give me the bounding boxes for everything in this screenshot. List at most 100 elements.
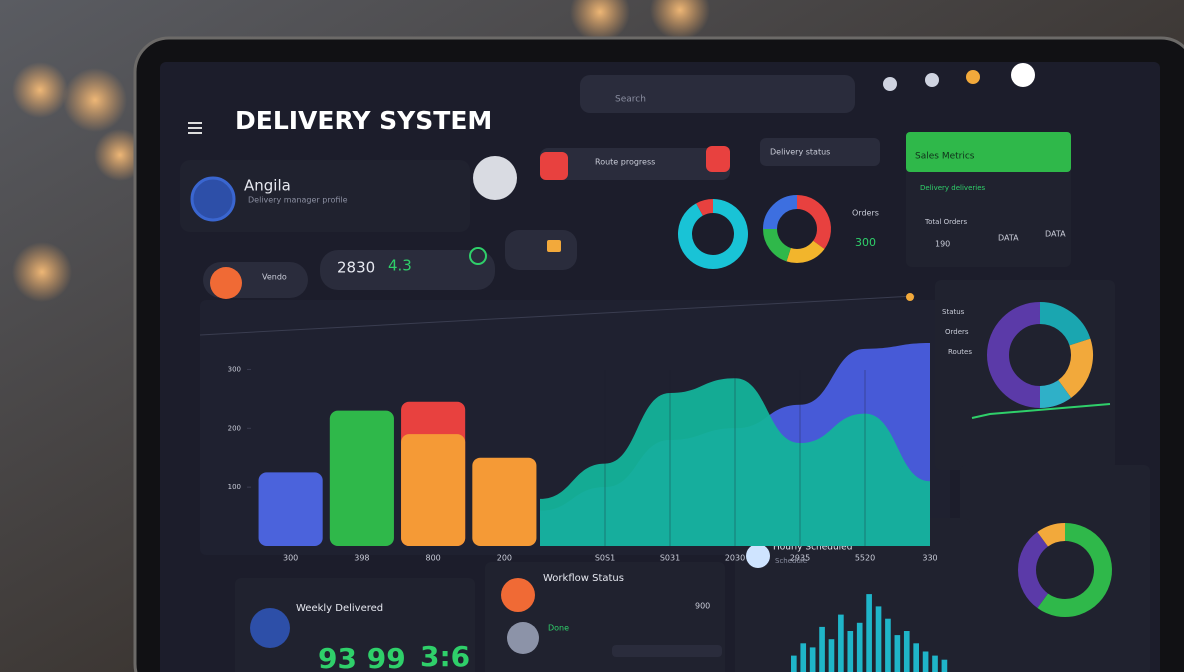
menu-icon[interactable] <box>188 122 202 134</box>
bar <box>941 659 948 672</box>
bokeh <box>650 0 710 40</box>
app-title: DELIVERY SYSTEM <box>235 106 492 135</box>
y-tick-label: 200 <box>228 424 241 432</box>
bar <box>875 606 882 672</box>
progress-pill <box>540 148 730 180</box>
icon-pill[interactable] <box>505 230 577 270</box>
sales-row-label: Total Orders <box>924 218 967 226</box>
sales-cell: DATA <box>998 234 1019 243</box>
bar <box>866 594 872 672</box>
y-tick-label: 300 <box>228 365 241 373</box>
row-value: 900 <box>695 602 710 611</box>
profile-card <box>180 160 470 232</box>
bokeh <box>12 62 68 118</box>
donut-slice <box>763 228 792 262</box>
donut-slice <box>786 240 825 263</box>
donut-slice <box>1039 302 1091 347</box>
icon[interactable] <box>966 70 980 84</box>
sales-cell: 190 <box>935 240 950 249</box>
avatar <box>473 156 517 200</box>
icon[interactable] <box>925 73 939 87</box>
bar <box>885 618 891 672</box>
donut-label: Orders <box>852 209 879 218</box>
card-title: Workflow Status <box>543 573 624 584</box>
x-tick-label: S0S1 <box>595 554 615 563</box>
profile-subtitle: Delivery manager profile <box>248 196 348 205</box>
icon <box>746 544 770 568</box>
bar <box>913 643 919 672</box>
card-title: Weekly Delivered <box>296 603 383 614</box>
status-label: Status <box>942 308 965 316</box>
x-tick-label: S031 <box>660 554 680 563</box>
donut-slice <box>678 199 748 269</box>
status-label: Delivery status <box>770 148 830 157</box>
bar <box>847 631 854 672</box>
trend-line <box>971 403 1111 419</box>
stat-rate: 4.3 <box>388 257 412 275</box>
sales-subtitle: Delivery deliveries <box>920 184 985 192</box>
donut-slice <box>763 195 798 230</box>
donut-slice <box>1037 523 1066 547</box>
bar <box>329 410 394 546</box>
avatar <box>501 578 535 612</box>
x-tick-label: 2030 <box>725 554 745 563</box>
sales-cell: DATA <box>1045 230 1066 239</box>
bar <box>809 647 816 672</box>
bokeh <box>94 129 146 181</box>
progress-end <box>706 146 730 172</box>
donut-slice <box>1037 523 1112 617</box>
card-title: Hourly Scheduled <box>773 543 852 553</box>
bar <box>472 457 537 546</box>
status-label: Routes <box>948 348 972 356</box>
donut-slice <box>1039 379 1072 408</box>
search-placeholder: Search <box>615 95 646 105</box>
donut-slice <box>796 195 831 249</box>
donut-slice <box>1018 531 1049 609</box>
donut-slice <box>696 199 714 216</box>
bar <box>903 631 910 672</box>
status-card <box>760 138 880 166</box>
hourly-card <box>735 518 970 672</box>
row-label: Done <box>548 624 569 633</box>
x-tick-label: 800 <box>425 554 440 563</box>
user-button[interactable] <box>1011 63 1035 87</box>
y-tick-label: 100 <box>228 483 241 491</box>
donut-slice <box>1057 338 1093 398</box>
dot <box>906 293 914 301</box>
bokeh <box>570 0 630 42</box>
bar <box>800 643 807 672</box>
weekly-card <box>235 578 475 672</box>
big-value: 93 99 <box>318 642 406 672</box>
bar <box>791 655 797 672</box>
profile-name: Angila <box>244 177 291 195</box>
area <box>540 378 930 546</box>
progress-label: Route progress <box>595 158 655 167</box>
x-tick-label: 2935 <box>790 554 810 563</box>
bar <box>922 651 929 672</box>
search-bar[interactable] <box>580 75 855 113</box>
icon <box>547 240 561 252</box>
big-value: 3:6 <box>420 640 470 672</box>
workflow-card <box>485 562 725 672</box>
avatar <box>250 608 290 648</box>
bar <box>838 614 844 672</box>
stat-value: 2830 <box>337 259 375 277</box>
x-tick-label: 398 <box>354 554 369 563</box>
card-subtitle: Schedule <box>775 557 807 565</box>
sales-title: Sales Metrics <box>915 152 975 162</box>
progress-track <box>612 645 722 657</box>
divider <box>199 295 916 336</box>
icon[interactable] <box>883 77 897 91</box>
pill-icon <box>210 267 242 299</box>
sales-header <box>906 132 1071 172</box>
bokeh <box>63 68 127 132</box>
pill-label: Vendo <box>262 273 287 282</box>
bar <box>401 434 466 546</box>
bar <box>258 472 323 546</box>
bokeh <box>12 242 72 302</box>
x-tick-label: 300 <box>283 554 298 563</box>
avatar <box>507 622 539 654</box>
donut-value: 300 <box>855 236 876 249</box>
status-label: Orders <box>945 328 969 336</box>
bar <box>894 635 901 672</box>
